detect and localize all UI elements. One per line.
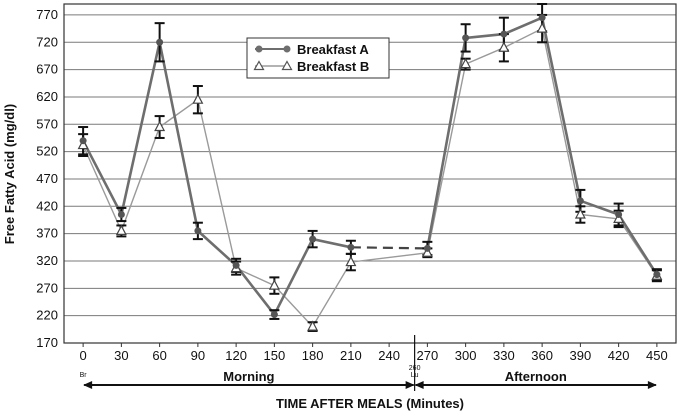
point-b-360 <box>536 22 548 33</box>
y-tick-label-520: 520 <box>36 144 58 159</box>
x-axis-title: TIME AFTER MEALS (Minutes) <box>276 396 464 411</box>
point-a-330 <box>500 30 508 38</box>
plot-frame <box>63 3 677 344</box>
point-a-360 <box>538 14 546 22</box>
legend-entry-breakfast-b: Breakfast B <box>253 59 369 74</box>
legend-entry-breakfast-a: Breakfast A <box>255 42 369 57</box>
x-tick-label-30: 30 <box>114 348 128 363</box>
x-tick-label-390: 390 <box>570 348 592 363</box>
point-b-420 <box>613 212 625 223</box>
legend-marker-triangle-right <box>281 60 293 71</box>
point-a-420 <box>615 211 623 219</box>
period-label-morning: Morning <box>223 369 274 384</box>
legend: Breakfast A Breakfast B <box>246 37 390 79</box>
y-tick-label-170: 170 <box>36 335 58 350</box>
x-tick-sublabel-br: Br <box>80 372 88 379</box>
legend-box <box>246 37 390 79</box>
x-tick-label-0: 0 <box>80 348 87 363</box>
point-b-90 <box>192 93 204 104</box>
y-tick-label-470: 470 <box>36 171 58 186</box>
point-b-0 <box>77 138 89 150</box>
point-a-300 <box>462 34 470 42</box>
x-tick-label-150: 150 <box>264 348 286 363</box>
point-b-390 <box>574 208 586 219</box>
point-b-300 <box>460 57 472 69</box>
point-b-270 <box>421 246 433 257</box>
legend-marker-triangle-left <box>253 60 265 71</box>
y-tick-label-220: 220 <box>36 308 58 323</box>
x-tick-label-90: 90 <box>191 348 205 363</box>
x-tick-sublabel-lu: Lu <box>411 372 419 379</box>
point-b-30 <box>115 224 127 236</box>
point-a-60 <box>156 38 164 46</box>
y-axis-title: Free Fatty Acid (mg/dl) <box>2 104 17 244</box>
legend-label-b: Breakfast B <box>297 59 369 74</box>
x-tick-label-60: 60 <box>152 348 166 363</box>
x-axis-ticks: 0 30 60 90 120 150 180 210 240 270 300 330 360 390 420… <box>80 335 668 391</box>
y-tick-label-270: 270 <box>36 280 58 295</box>
period-arrowhead-left-afternoon <box>414 381 424 389</box>
point-a-30 <box>117 211 125 219</box>
x-tick-label-420: 420 <box>608 348 630 363</box>
legend-label-a: Breakfast A <box>297 42 369 57</box>
y-axis-ticks: 170 220 270 320 370 420 470 520 570 620 670 720 770 <box>36 7 58 350</box>
period-arrowhead-right-afternoon <box>647 381 657 389</box>
period-arrowhead-left-morning <box>83 381 93 389</box>
point-a-90 <box>194 227 202 235</box>
point-b-60 <box>154 120 166 132</box>
series-a-line-0 <box>81 42 352 318</box>
y-tick-label-670: 670 <box>36 62 58 77</box>
series-a-dashed-gap <box>350 246 428 250</box>
point-b-210 <box>345 255 357 267</box>
point-a-210 <box>347 243 355 251</box>
series-layer <box>77 3 663 332</box>
point-a-390 <box>576 197 584 205</box>
y-tick-label-770: 770 <box>36 7 58 22</box>
x-tick-label-300: 300 <box>455 348 477 363</box>
point-a-450 <box>653 271 661 279</box>
point-b-150 <box>268 279 280 290</box>
x-tick-label-240: 240 <box>378 348 400 363</box>
period-arrows: Morning Afternoon <box>83 369 657 389</box>
period-arrowhead-right-morning <box>405 381 415 389</box>
x-tick-label-330: 330 <box>493 348 515 363</box>
series-a-line-1 <box>426 15 658 276</box>
point-b-330 <box>498 41 510 52</box>
legend-marker-circle-right <box>283 45 291 53</box>
y-tick-label-570: 570 <box>36 116 58 131</box>
x-tick-label-360: 360 <box>531 348 553 363</box>
legend-marker-circle-left <box>255 45 263 53</box>
y-tick-label-620: 620 <box>36 89 58 104</box>
x-tick-label-180: 180 <box>302 348 324 363</box>
point-a-270 <box>423 244 431 252</box>
point-a-180 <box>309 235 317 243</box>
lunch-marker-label: 260 <box>409 365 421 372</box>
y-tick-label-720: 720 <box>36 34 58 49</box>
point-a-120 <box>232 261 240 269</box>
y-tick-label-320: 320 <box>36 253 58 268</box>
y-tick-label-420: 420 <box>36 198 58 213</box>
point-b-180 <box>307 320 319 331</box>
x-tick-label-120: 120 <box>225 348 247 363</box>
x-tick-label-210: 210 <box>340 348 362 363</box>
point-a-150 <box>270 311 278 319</box>
point-a-0 <box>79 137 87 145</box>
x-tick-label-270: 270 <box>417 348 439 363</box>
period-label-afternoon: Afternoon <box>505 369 567 384</box>
y-tick-label-370: 370 <box>36 226 58 241</box>
x-tick-label-450: 450 <box>646 348 668 363</box>
